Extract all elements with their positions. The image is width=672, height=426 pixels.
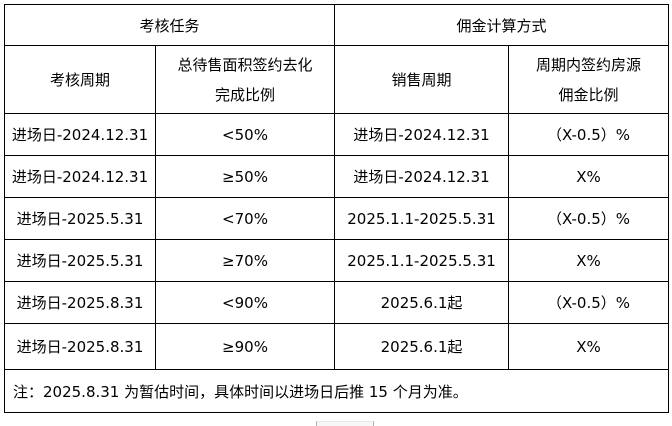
cell-completion-ratio: ≥50% [154, 155, 336, 198]
cell-commission-rate: X% [508, 323, 670, 370]
cell-sales-period: 2025.6.1起 [334, 323, 510, 370]
cell-sales-period: 2025.6.1起 [334, 281, 510, 324]
table-row: 进场日-2025.8.31 <90% 2025.6.1起 （X-0.5）% [4, 281, 670, 324]
cell-assessment-period: 进场日-2025.5.31 [4, 239, 156, 282]
cell-sales-period: 进场日-2024.12.31 [334, 113, 510, 156]
column-header-row: 考核周期 总待售面积签约去化 完成比例 销售周期 周期内签约房源 佣金比例 [4, 45, 670, 114]
commission-assessment-table: 考核任务 佣金计算方式 考核周期 总待售面积签约去化 完成比例 销售周期 周期内… [3, 4, 670, 413]
cell-completion-ratio: <70% [154, 197, 336, 240]
cell-commission-rate: X% [508, 239, 670, 282]
col-header-commission-rate-line1: 周期内签约房源 [536, 55, 642, 74]
partial-next-table-fragment [316, 421, 374, 426]
col-header-assessment-period: 考核周期 [4, 45, 156, 114]
cell-completion-ratio: ≥70% [154, 239, 336, 282]
col-header-completion-ratio-line1: 总待售面积签约去化 [177, 55, 313, 74]
col-header-commission-rate-line2: 佣金比例 [558, 85, 619, 104]
col-header-commission-rate: 周期内签约房源 佣金比例 [508, 45, 670, 114]
cell-completion-ratio: ≥90% [154, 323, 336, 370]
col-header-sales-period: 销售周期 [334, 45, 510, 114]
col-header-completion-ratio: 总待售面积签约去化 完成比例 [154, 45, 336, 114]
cell-sales-period: 2025.1.1-2025.5.31 [334, 197, 510, 240]
cell-commission-rate: （X-0.5）% [508, 281, 670, 324]
cell-commission-rate: X% [508, 155, 670, 198]
cell-assessment-period: 进场日-2024.12.31 [4, 155, 156, 198]
footnote-text: 注：2025.8.31 为暂估时间，具体时间以进场日后推 15 个月为准。 [3, 369, 670, 413]
group-header-task: 考核任务 [3, 4, 336, 46]
cell-assessment-period: 进场日-2024.12.31 [4, 113, 156, 156]
cell-sales-period: 2025.1.1-2025.5.31 [334, 239, 510, 282]
table-row: 进场日-2024.12.31 <50% 进场日-2024.12.31 （X-0.… [4, 113, 670, 156]
col-header-completion-ratio-line2: 完成比例 [215, 85, 276, 104]
cell-completion-ratio: <90% [154, 281, 336, 324]
cell-assessment-period: 进场日-2025.8.31 [4, 281, 156, 324]
table-row: 进场日-2025.5.31 ≥70% 2025.1.1-2025.5.31 X% [4, 239, 670, 282]
group-header-commission: 佣金计算方式 [334, 4, 670, 46]
cell-commission-rate: （X-0.5）% [508, 113, 670, 156]
table-row: 进场日-2025.5.31 <70% 2025.1.1-2025.5.31 （X… [4, 197, 670, 240]
cell-assessment-period: 进场日-2025.5.31 [4, 197, 156, 240]
cell-commission-rate: （X-0.5）% [508, 197, 670, 240]
cell-sales-period: 进场日-2024.12.31 [334, 155, 510, 198]
group-header-row: 考核任务 佣金计算方式 [3, 4, 670, 46]
table-row: 进场日-2025.8.31 ≥90% 2025.6.1起 X% [4, 323, 670, 370]
footnote-row: 注：2025.8.31 为暂估时间，具体时间以进场日后推 15 个月为准。 [3, 369, 670, 413]
cell-completion-ratio: <50% [154, 113, 336, 156]
table-row: 进场日-2024.12.31 ≥50% 进场日-2024.12.31 X% [4, 155, 670, 198]
cell-assessment-period: 进场日-2025.8.31 [4, 323, 156, 370]
